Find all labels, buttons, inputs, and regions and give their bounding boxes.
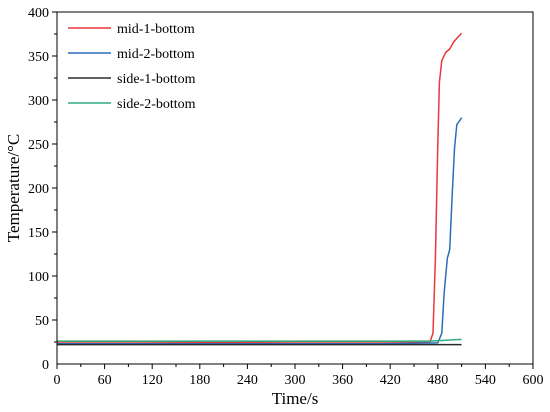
x-tick-label: 180	[189, 373, 210, 388]
x-tick-label: 420	[380, 373, 401, 388]
y-axis-title: Temperature/°C	[4, 134, 23, 243]
y-tick-label: 350	[28, 50, 49, 65]
legend: mid-1-bottom mid-2-bottom side-1-bottom sid…	[68, 22, 196, 112]
legend-label-mid-2-bottom: mid-2-bottom	[117, 47, 195, 62]
y-tick-label-zero: 0	[42, 358, 49, 373]
series-line-mid-2-bottom	[57, 117, 463, 345]
axes: 0 60 120 180 240 300 360 420 480 540 600 50 100 150 20…	[4, 6, 544, 408]
plot-frame	[56, 11, 534, 365]
legend-label-side-2-bottom: side-2-bottom	[117, 97, 196, 112]
series-line-mid-1-bottom	[57, 32, 463, 344]
y-tick-label: 250	[28, 138, 49, 153]
x-tick-label: 0	[54, 373, 61, 388]
y-tick-label: 150	[28, 226, 49, 241]
x-tick-label: 480	[427, 373, 448, 388]
x-axis-title: Time/s	[272, 389, 319, 408]
x-tick-label: 540	[475, 373, 496, 388]
y-tick-label: 200	[28, 182, 49, 197]
x-tick-label: 60	[98, 373, 112, 388]
y-tick-label: 50	[35, 314, 49, 329]
y-tick-label: 400	[28, 6, 49, 21]
x-tick-label: 600	[523, 373, 544, 388]
x-tick-label: 360	[332, 373, 353, 388]
plot-area	[57, 32, 463, 346]
x-tick-label: 300	[285, 373, 306, 388]
legend-label-side-1-bottom: side-1-bottom	[117, 72, 196, 87]
series-line-side-2-bottom	[57, 338, 462, 342]
y-tick-label: 300	[28, 94, 49, 109]
y-tick-label: 100	[28, 270, 49, 285]
x-tick-label: 120	[142, 373, 163, 388]
legend-label-mid-1-bottom: mid-1-bottom	[117, 22, 195, 37]
x-tick-label: 240	[237, 373, 258, 388]
